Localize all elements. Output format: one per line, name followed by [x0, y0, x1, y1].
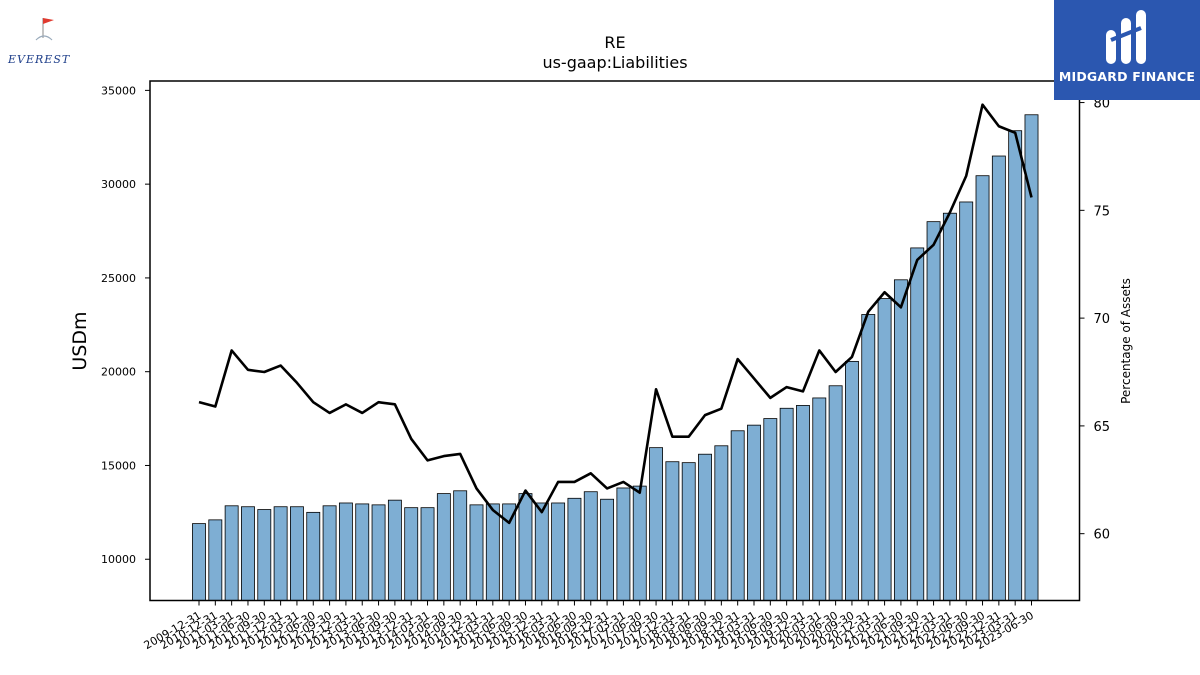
bar: [812, 397, 827, 601]
bar: [551, 502, 566, 601]
midgard-finance-logo: MIDGARD FINANCE: [1054, 0, 1200, 100]
y2-tick-label: 75: [1094, 204, 1111, 219]
bar: [828, 385, 843, 601]
y2-axis-label: Percentage of Assets: [1119, 278, 1133, 404]
bar: [714, 445, 729, 601]
y2-tick-label: 70: [1094, 312, 1111, 327]
bar: [698, 453, 712, 601]
line-series: [198, 103, 1033, 525]
bar: [453, 490, 468, 601]
bar: [192, 523, 206, 601]
bar: [845, 360, 859, 601]
bar: [387, 499, 402, 601]
bar: [208, 519, 223, 601]
chart-title: RE: [604, 33, 625, 52]
y-tick-label: 15000: [101, 459, 136, 472]
bar: [747, 424, 761, 601]
bar: [371, 504, 386, 601]
bar: [404, 507, 419, 601]
bar: [355, 503, 370, 601]
bar: [241, 506, 255, 601]
bar: [534, 502, 549, 601]
bar: [991, 155, 1006, 601]
bar: [485, 503, 500, 601]
bar: [224, 505, 239, 601]
bar: [926, 221, 941, 601]
y-tick-label: 10000: [101, 553, 136, 566]
y2-tick-label: 65: [1094, 420, 1111, 435]
y2-tick-label: 60: [1094, 528, 1111, 543]
x-axis: 2009-12-312010-12-312011-03-312011-06-30…: [142, 600, 1036, 652]
bar: [763, 418, 778, 601]
bar: [910, 247, 925, 601]
everest-logo: [4, 14, 88, 70]
bar: [893, 279, 908, 601]
bar: [420, 507, 435, 601]
y-tick-label: 30000: [101, 178, 136, 191]
bar: [306, 511, 321, 601]
bar: [1024, 114, 1039, 601]
bar: [877, 298, 892, 601]
bar: [436, 493, 451, 601]
plot-frame: [149, 80, 1081, 602]
bar: [600, 498, 615, 601]
y-tick-label: 35000: [101, 84, 136, 97]
bar: [583, 491, 598, 601]
everest-logo-text: EVEREST: [8, 53, 71, 66]
bar: [779, 407, 794, 601]
chart-subtitle: us-gaap:Liabilities: [542, 53, 687, 72]
bar: [469, 504, 484, 601]
left-axis: 10000 15000 20000 25000 30000 35000: [101, 84, 150, 566]
bar: [975, 175, 990, 601]
bar: [861, 314, 876, 601]
bar: [567, 497, 582, 601]
bar: [322, 505, 337, 601]
right-axis: 60 65 70 75 80: [1079, 97, 1111, 543]
bar: [632, 485, 647, 601]
midgard-mark-icon: [1106, 10, 1146, 64]
percentage-line: [198, 103, 1033, 525]
bar: [1008, 130, 1023, 601]
bar: [257, 509, 272, 601]
y-tick-label: 25000: [101, 272, 136, 285]
bar: [681, 462, 696, 601]
y-tick-label: 20000: [101, 366, 136, 379]
bar: [959, 201, 974, 601]
bar: [665, 461, 680, 601]
bar-series: [192, 114, 1039, 601]
bar: [796, 405, 810, 601]
y-axis-label: USDm: [69, 311, 91, 370]
midgard-logo-text: MIDGARD FINANCE: [1058, 69, 1196, 84]
bar: [616, 487, 631, 601]
bar: [649, 447, 663, 601]
bar: [338, 502, 353, 601]
bar: [273, 506, 288, 601]
bar: [290, 506, 304, 601]
flag-icon: [35, 18, 54, 41]
bar: [730, 430, 745, 601]
bar: [518, 493, 533, 601]
bar: [942, 212, 957, 601]
y2-tick-label: 80: [1094, 97, 1111, 112]
